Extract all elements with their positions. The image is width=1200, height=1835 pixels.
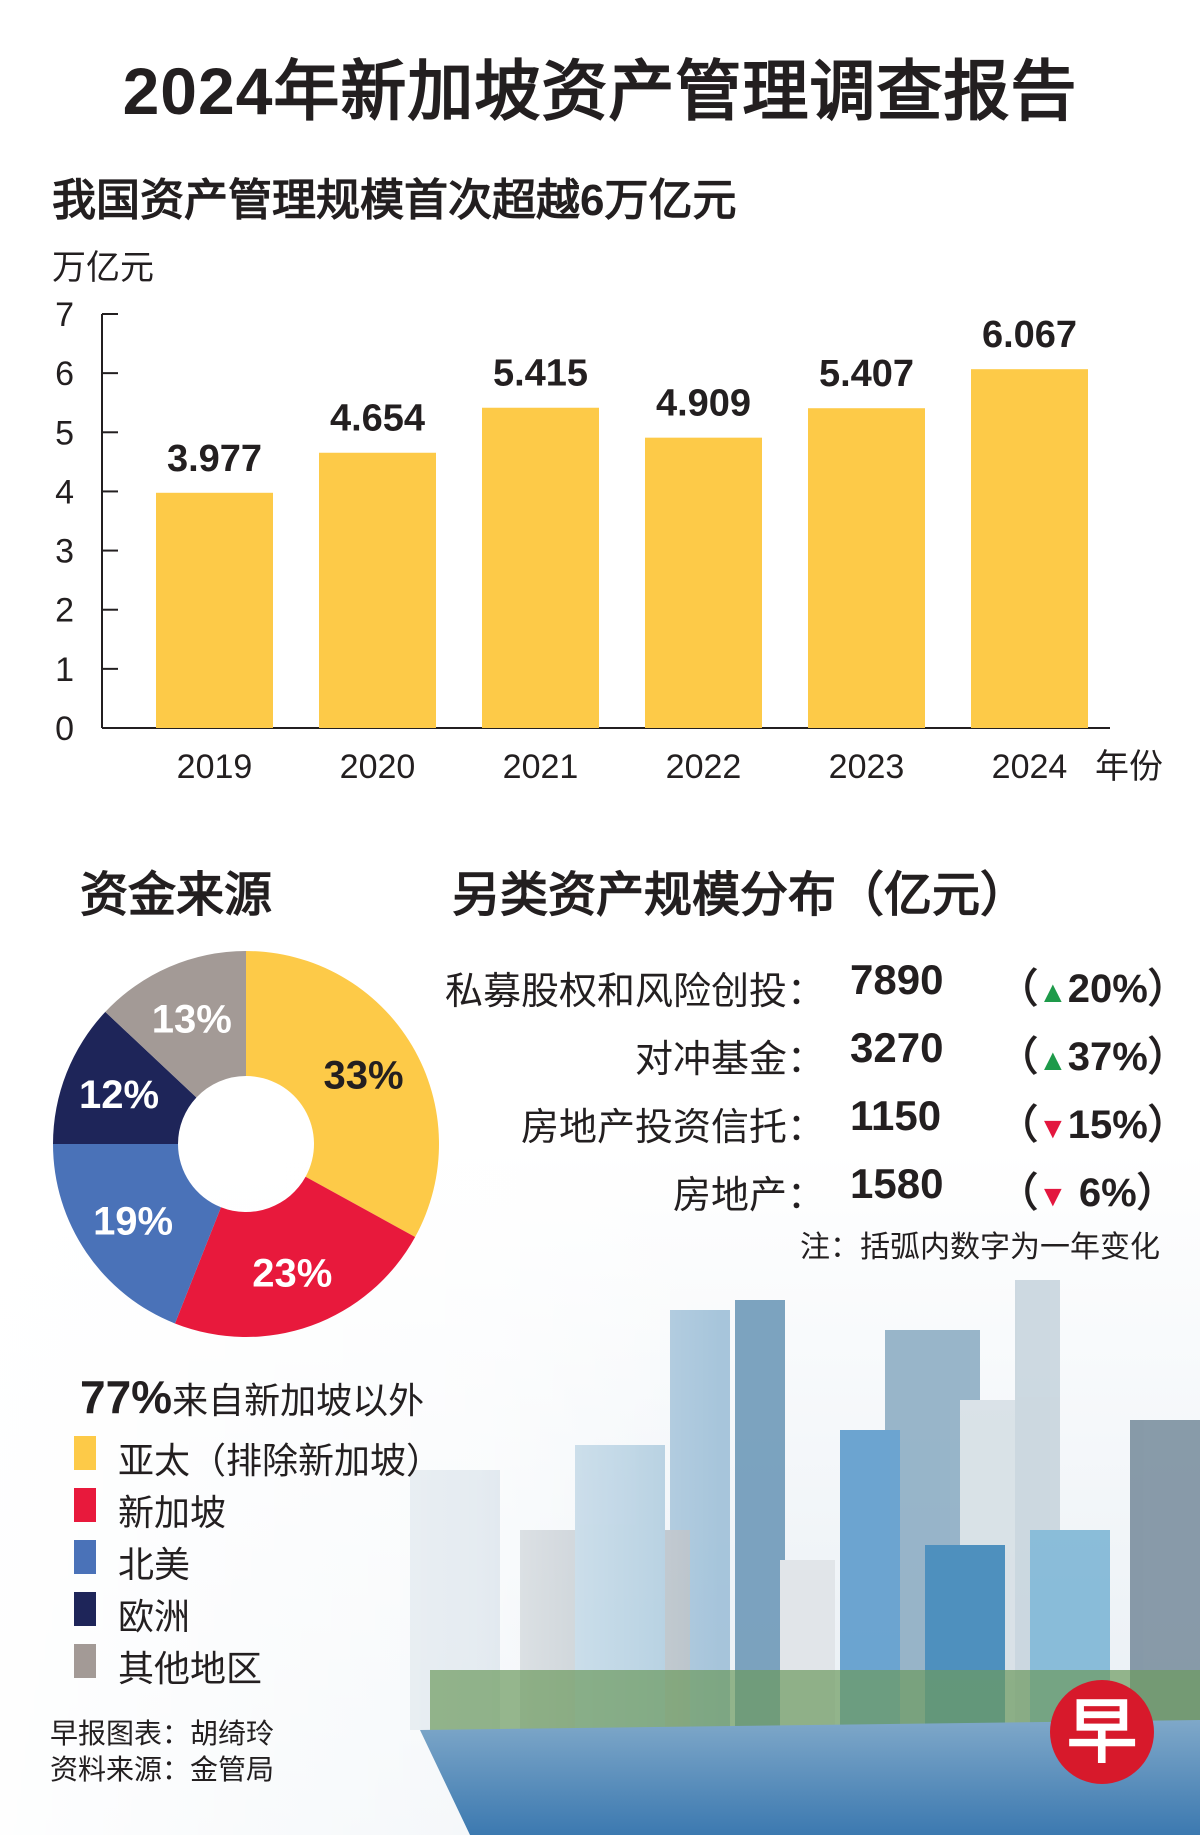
up-triangle-icon: ▲ xyxy=(1038,976,1068,1009)
donut-slice xyxy=(53,1144,221,1324)
slice-label: 13% xyxy=(152,998,232,1042)
asset-label: 私募股权和风险创投： xyxy=(444,971,825,1013)
x-tick-label: 2022 xyxy=(666,748,742,786)
up-triangle-icon: ▲ xyxy=(1038,1044,1068,1077)
slice-label: 19% xyxy=(93,1200,173,1244)
bar-value-label: 4.909 xyxy=(656,383,751,425)
y-tick-label: 2 xyxy=(55,592,74,630)
donut-slice xyxy=(105,951,246,1098)
alt-assets-note: 注：括弧内数字为一年变化 xyxy=(800,1231,1160,1264)
y-tick-label: 1 xyxy=(55,651,74,689)
legend-label: 欧洲 xyxy=(118,1596,191,1637)
y-tick-label: 7 xyxy=(55,296,74,334)
y-tick-label: 5 xyxy=(55,414,74,452)
slice-label: 33% xyxy=(323,1054,403,1098)
chart-credit: 早报图表：胡绮玲 xyxy=(50,1718,275,1749)
outside-singapore-summary: 77%来自新加坡以外 xyxy=(80,1370,424,1424)
x-axis-label: 年份 xyxy=(1095,748,1163,786)
legend-swatch xyxy=(74,1540,96,1574)
open-paren: （ xyxy=(998,1171,1038,1215)
zaobao-logo: 早 xyxy=(1050,1680,1154,1784)
slice-label: 12% xyxy=(79,1073,159,1117)
bar-value-label: 5.407 xyxy=(819,353,914,395)
donut-slice xyxy=(174,1176,416,1337)
slice-label: 23% xyxy=(252,1251,332,1295)
asset-change: （▲37%） xyxy=(998,1024,1188,1082)
asset-change: （▼ 6%） xyxy=(998,1160,1177,1218)
change-value: 37% xyxy=(1067,1035,1148,1079)
down-triangle-icon: ▼ xyxy=(1038,1180,1068,1213)
y-axis-unit: 万亿元 xyxy=(52,249,154,287)
fund-source-title: 资金来源 xyxy=(80,869,273,922)
fund-source-donut: 33% 23% 19% 12% 13% xyxy=(53,951,439,1337)
y-tick-label: 4 xyxy=(55,473,74,511)
open-paren: （ xyxy=(998,967,1038,1011)
bar-2021 xyxy=(482,407,599,728)
change-value: 6% xyxy=(1067,1171,1137,1215)
summary-value: 77% xyxy=(80,1371,173,1423)
asset-label: 对冲基金： xyxy=(634,1039,825,1081)
asset-value: 3270 xyxy=(850,1024,944,1071)
legend-label: 其他地区 xyxy=(118,1648,263,1689)
change-value: 20% xyxy=(1067,967,1148,1011)
bar-2019 xyxy=(156,492,273,728)
x-tick-label: 2021 xyxy=(503,748,579,786)
page-title: 2024年新加坡资产管理调查报告 xyxy=(122,54,1078,128)
legend-swatch xyxy=(74,1488,96,1522)
bar-2022 xyxy=(645,437,762,728)
close-paren: ） xyxy=(1147,1103,1188,1147)
open-paren: （ xyxy=(998,1103,1038,1147)
asset-label: 房地产： xyxy=(672,1175,825,1217)
legend-swatch xyxy=(74,1644,96,1678)
alt-asset-row: 对冲基金： 3270 （▲37%） xyxy=(0,1020,1188,1081)
y-tick-label: 3 xyxy=(55,533,74,571)
close-paren: ） xyxy=(1147,967,1188,1011)
x-tick-label: 2019 xyxy=(177,748,253,786)
bar-value-label: 6.067 xyxy=(982,314,1077,356)
alt-asset-row: 房地产： 1580 （▼ 6%） xyxy=(0,1156,1177,1217)
bar-value-label: 4.654 xyxy=(330,398,425,440)
singapore-skyline-background xyxy=(0,1150,1200,1835)
close-paren: ） xyxy=(1136,1171,1177,1215)
donut-slice xyxy=(246,951,439,1237)
legend-label: 北美 xyxy=(118,1544,191,1585)
x-tick-label: 2024 xyxy=(992,748,1068,786)
bar-2023 xyxy=(808,408,925,728)
legend-swatch xyxy=(74,1436,96,1470)
alt-asset-row: 房地产投资信托： 1150 （▼15%） xyxy=(0,1088,1188,1149)
summary-text: 来自新加坡以外 xyxy=(172,1380,425,1421)
asset-change: （▲20%） xyxy=(998,956,1188,1014)
data-source: 资料来源：金管局 xyxy=(50,1754,275,1785)
asset-change: （▼15%） xyxy=(998,1092,1188,1150)
legend-swatch xyxy=(74,1592,96,1626)
bar-value-label: 3.977 xyxy=(167,438,262,480)
asset-value: 1580 xyxy=(850,1160,944,1207)
y-tick-label: 0 xyxy=(55,710,74,748)
bar-2024 xyxy=(971,369,1088,728)
x-tick-label: 2023 xyxy=(829,748,905,786)
bar-value-label: 5.415 xyxy=(493,353,588,395)
aum-bar-chart: 0 1 2 3 4 5 6 7 3.977 2019 4.654 2020 5.415 2021 4.909… xyxy=(55,296,1163,786)
bar-2020 xyxy=(319,452,436,728)
asset-label: 房地产投资信托： xyxy=(520,1107,825,1149)
y-tick-label: 6 xyxy=(55,355,74,393)
alt-assets-title: 另类资产规模分布（亿元） xyxy=(452,869,1029,922)
x-tick-label: 2020 xyxy=(340,748,416,786)
bar-chart-title: 我国资产管理规模首次超越6万亿元 xyxy=(52,176,737,225)
open-paren: （ xyxy=(998,1035,1038,1079)
close-paren: ） xyxy=(1147,1035,1188,1079)
asset-value: 7890 xyxy=(850,956,944,1003)
legend-label: 亚太（排除新加坡） xyxy=(118,1440,443,1481)
alt-asset-row: 私募股权和风险创投： 7890 （▲20%） xyxy=(0,952,1188,1013)
donut-slice xyxy=(53,1011,197,1144)
down-triangle-icon: ▼ xyxy=(1038,1112,1068,1145)
asset-value: 1150 xyxy=(850,1092,942,1139)
legend-label: 新加坡 xyxy=(118,1492,227,1533)
change-value: 15% xyxy=(1067,1103,1148,1147)
